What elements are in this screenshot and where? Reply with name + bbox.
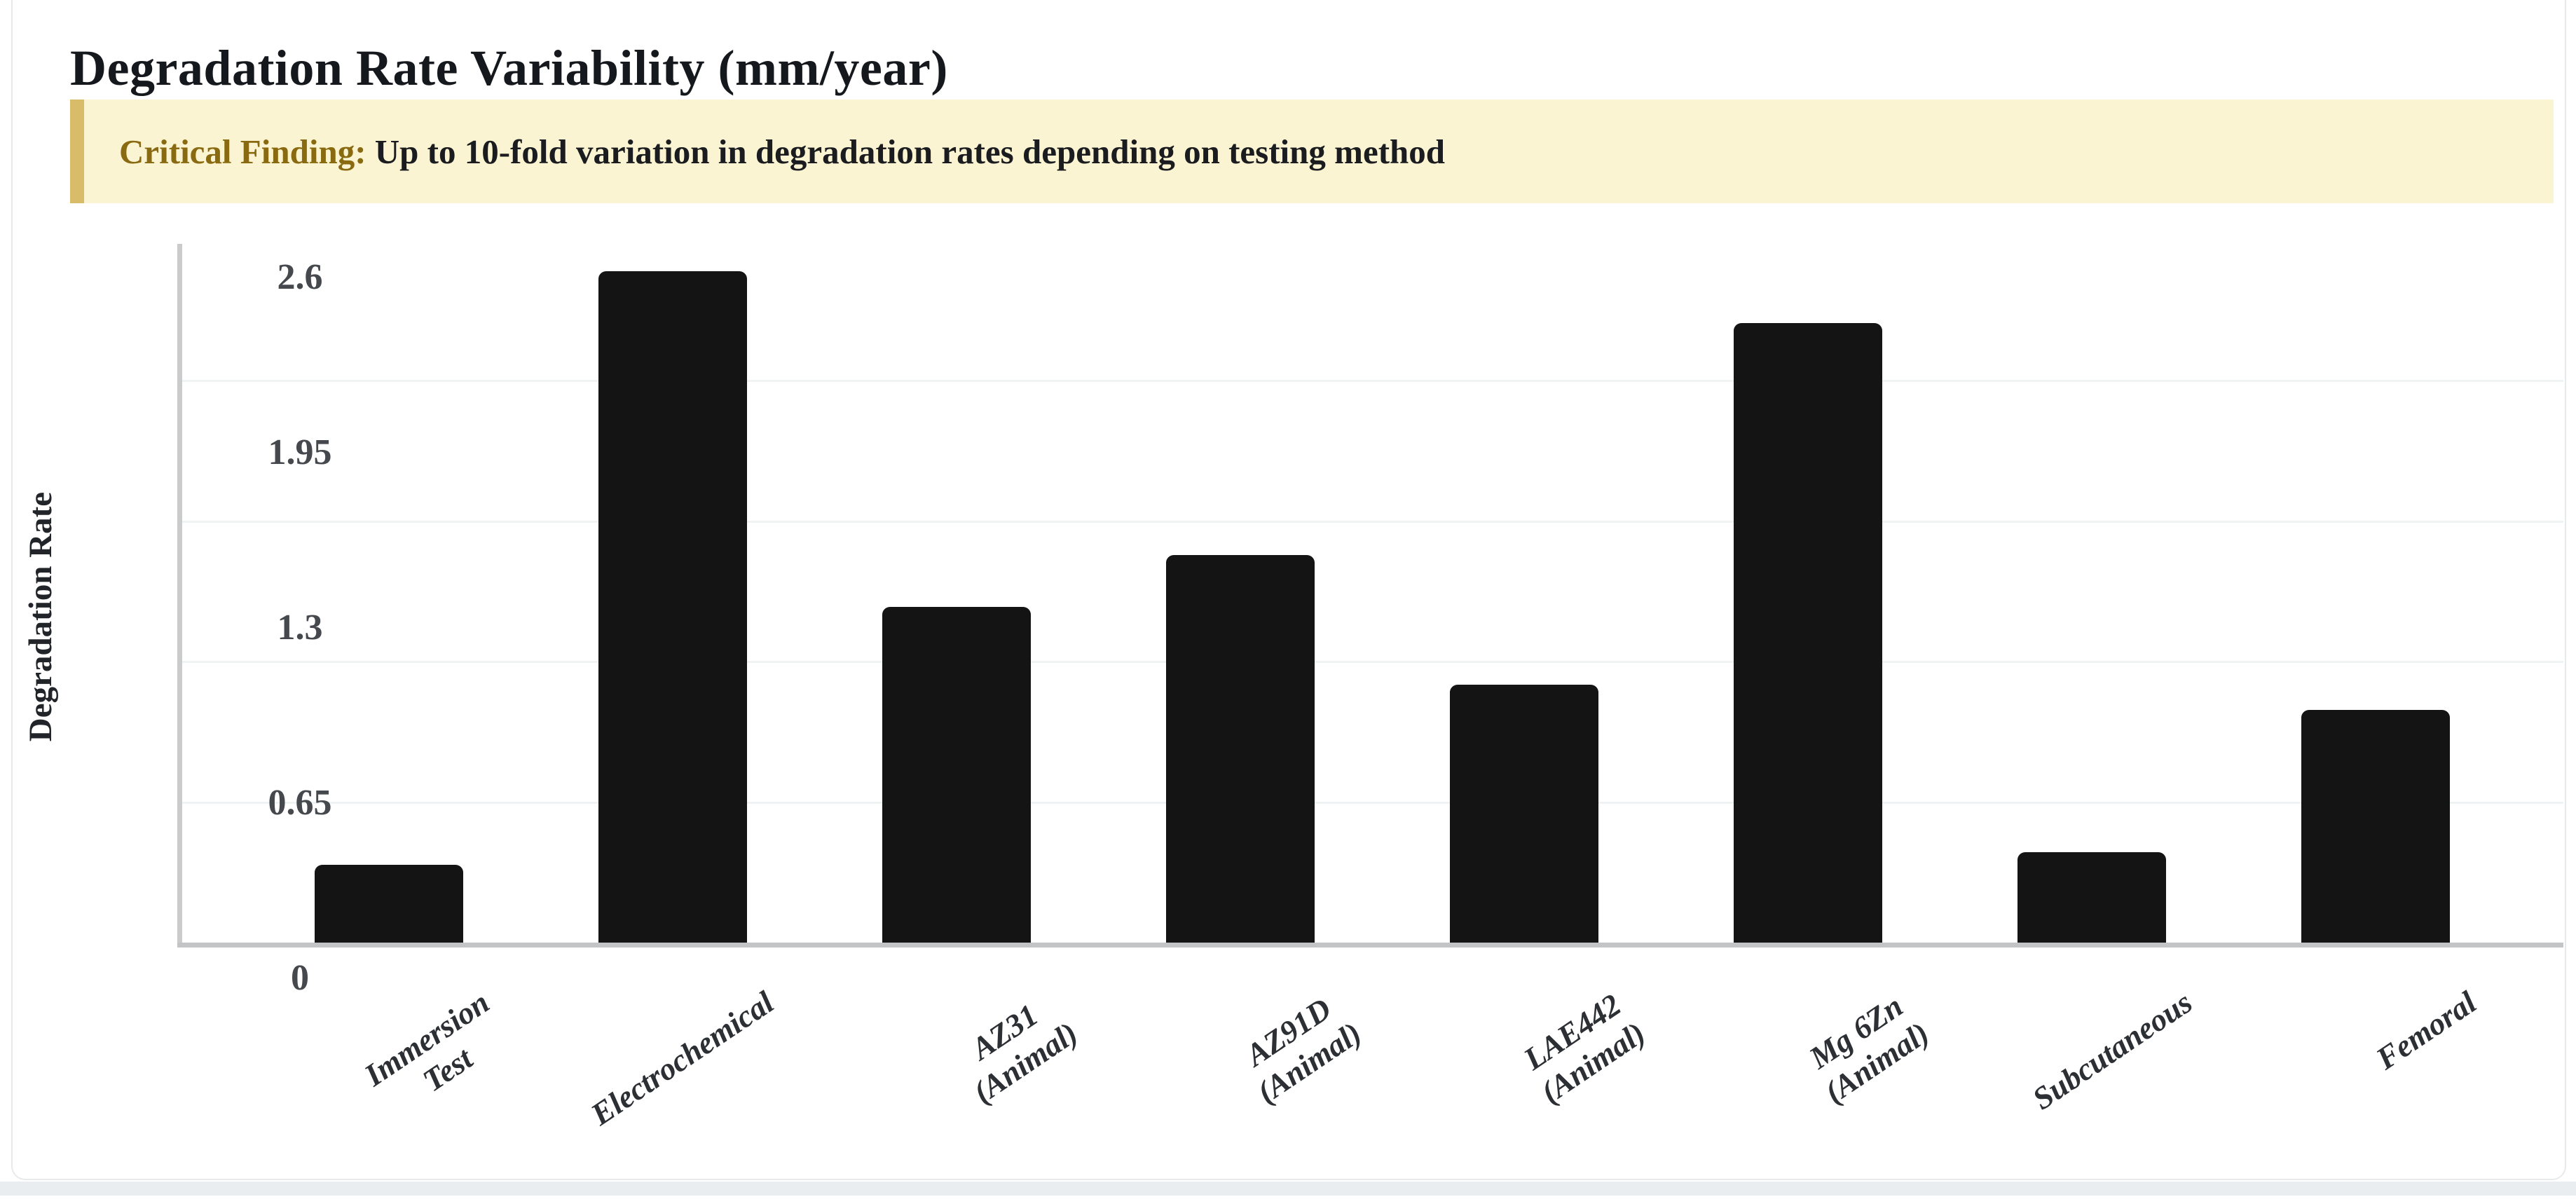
callout-label: Critical Finding: — [119, 132, 366, 171]
bottom-strip — [0, 1182, 2576, 1196]
bar-column: AZ31 (Animal) — [882, 244, 1084, 1110]
bar — [1734, 323, 1882, 943]
y-tick-label: 1.3 — [277, 608, 323, 648]
callout-text: Up to 10-fold variation in degradation r… — [366, 132, 1446, 171]
plot-area: 2.6 1.95 1.3 0.65 0 Immersion Test Electrochemi… — [177, 244, 2563, 1132]
page-title: Degradation Rate Variability (mm/year) — [70, 40, 948, 97]
bar-column: Mg 6Zn (Animal) — [1734, 244, 1936, 1110]
bar-column: Subcutaneous — [2017, 244, 2199, 1116]
bar-column: Immersion Test — [315, 244, 496, 1098]
y-axis-title: Degradation Rate — [22, 491, 59, 742]
gridline — [182, 661, 2563, 663]
bar-column: AZ91D (Animal) — [1166, 244, 1368, 1110]
bar — [1450, 685, 1598, 943]
bar — [882, 607, 1031, 943]
critical-finding-callout: Critical Finding: Up to 10-fold variatio… — [70, 100, 2554, 203]
bar — [598, 271, 747, 943]
y-tick-label: 2.6 — [277, 257, 323, 297]
gridline — [182, 521, 2563, 523]
gridline — [182, 802, 2563, 804]
bar — [2301, 710, 2450, 943]
bar — [315, 865, 463, 943]
y-tick-label: 0.65 — [268, 783, 332, 823]
bar-column: LAE442 (Animal) — [1450, 244, 1652, 1110]
bar-column: Electrochemical — [584, 244, 780, 1132]
gridline — [182, 380, 2563, 382]
x-axis-line — [177, 943, 2563, 948]
y-axis-line — [177, 244, 182, 948]
bar — [2017, 852, 2166, 943]
y-tick-label: 1.95 — [268, 432, 332, 472]
y-tick-label: 0 — [291, 958, 309, 998]
bar — [1166, 555, 1315, 943]
bar-column: Femoral — [2301, 244, 2483, 1076]
